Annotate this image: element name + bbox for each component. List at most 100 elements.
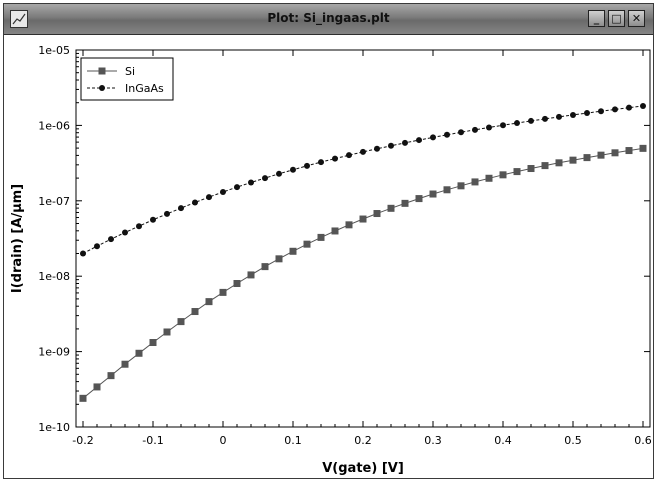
data-point xyxy=(597,151,605,159)
data-point xyxy=(93,383,101,391)
x-tick-label: 0.3 xyxy=(424,434,442,447)
legend-marker xyxy=(99,85,105,91)
data-point xyxy=(108,236,114,243)
data-point xyxy=(513,168,521,176)
data-point xyxy=(444,131,450,138)
data-point xyxy=(247,271,255,279)
data-point xyxy=(415,195,423,203)
data-point xyxy=(345,221,353,229)
data-point xyxy=(121,360,129,368)
data-point xyxy=(514,120,520,127)
data-point xyxy=(149,339,157,347)
legend[interactable]: Si InGaAs xyxy=(80,57,174,101)
plot-app-icon[interactable] xyxy=(10,10,28,28)
y-tick-label: 1e-08 xyxy=(38,270,70,283)
data-point xyxy=(205,298,213,306)
y-tick-label: 1e-10 xyxy=(38,421,70,434)
data-point xyxy=(94,243,100,250)
data-point xyxy=(430,134,436,141)
data-point xyxy=(219,288,227,296)
data-point xyxy=(500,122,506,129)
data-point xyxy=(457,182,465,190)
data-point xyxy=(234,184,240,191)
plot-frame xyxy=(75,49,651,428)
close-button[interactable]: ✕ xyxy=(628,10,645,27)
data-point xyxy=(107,372,115,380)
data-point xyxy=(289,247,297,255)
x-axis-label: V(gate) [V] xyxy=(322,461,404,476)
data-point xyxy=(472,126,478,133)
y-axis-label: I(drain) [A/µm] xyxy=(10,184,25,293)
x-tick-label: 0 xyxy=(220,434,227,447)
x-tick-label: -0.2 xyxy=(72,434,93,447)
series-layer xyxy=(79,102,647,402)
data-point xyxy=(611,149,619,157)
x-tick-label: -0.1 xyxy=(142,434,163,447)
data-point xyxy=(192,199,198,206)
legend-items: Si InGaAs xyxy=(87,65,164,95)
data-point xyxy=(150,216,156,223)
data-point xyxy=(499,171,507,179)
legend-label: InGaAs xyxy=(125,82,164,95)
data-point xyxy=(177,318,185,326)
data-point xyxy=(429,190,437,198)
x-tick-label: 0.6 xyxy=(634,434,652,447)
legend-entry-si[interactable]: Si xyxy=(87,65,135,78)
data-point xyxy=(527,165,535,173)
data-point xyxy=(122,229,128,236)
x-tick-label: 0.2 xyxy=(354,434,372,447)
data-point xyxy=(276,170,282,177)
data-point xyxy=(583,154,591,162)
data-point xyxy=(555,159,563,167)
data-point xyxy=(304,162,310,169)
data-point xyxy=(317,233,325,241)
data-point xyxy=(640,102,646,109)
window-title: Plot: Si_ingaas.plt xyxy=(267,11,390,25)
legend-marker xyxy=(98,67,106,75)
data-point xyxy=(79,394,87,402)
data-point xyxy=(584,110,590,117)
data-point xyxy=(248,179,254,186)
x-axis-ticks: -0.2 -0.1 0 0.1 0.2 0.3 0.4 0.5 0.6 xyxy=(72,50,652,447)
plot-window: Plot: Si_ingaas.plt _ □ ✕ -0.2 -0.1 0 0.1 0.… xyxy=(3,3,654,479)
data-point xyxy=(373,210,381,218)
data-point xyxy=(541,162,549,170)
data-point xyxy=(612,106,618,113)
y-tick-label: 1e-09 xyxy=(38,346,70,359)
data-point xyxy=(402,139,408,146)
title-bar[interactable]: Plot: Si_ingaas.plt _ □ ✕ xyxy=(4,4,653,35)
data-point xyxy=(570,111,576,118)
data-point xyxy=(458,129,464,136)
data-point xyxy=(163,328,171,336)
data-point xyxy=(220,188,226,195)
data-point xyxy=(191,308,199,316)
data-point xyxy=(135,349,143,357)
legend-label: Si xyxy=(125,65,135,78)
data-point xyxy=(388,142,394,149)
data-point xyxy=(598,108,604,115)
plot-area: -0.2 -0.1 0 0.1 0.2 0.3 0.4 0.5 0.6 1e-10 1e-09 1e… xyxy=(4,35,653,478)
data-point xyxy=(416,137,422,144)
data-point xyxy=(387,204,395,212)
legend-entry-ingaas[interactable]: InGaAs xyxy=(87,82,164,95)
minimize-button[interactable]: _ xyxy=(588,10,605,27)
y-axis-ticks: 1e-10 1e-09 1e-08 1e-07 1e-06 1e-05 xyxy=(38,44,650,434)
data-point xyxy=(639,144,647,152)
data-point xyxy=(262,175,268,182)
data-point xyxy=(331,227,339,235)
data-point xyxy=(556,113,562,120)
data-point xyxy=(528,117,534,124)
maximize-button[interactable]: □ xyxy=(608,10,625,27)
data-point xyxy=(206,194,212,201)
series-line xyxy=(82,147,644,399)
data-point xyxy=(359,215,367,223)
data-point xyxy=(164,210,170,217)
series-line xyxy=(82,105,644,254)
chart-svg: -0.2 -0.1 0 0.1 0.2 0.3 0.4 0.5 0.6 1e-101e-091e… xyxy=(10,44,652,476)
data-point xyxy=(443,186,451,194)
data-point xyxy=(303,240,311,248)
data-point xyxy=(136,223,142,230)
series-si xyxy=(79,144,647,402)
series-ingaas xyxy=(80,102,646,257)
data-point xyxy=(261,263,269,271)
